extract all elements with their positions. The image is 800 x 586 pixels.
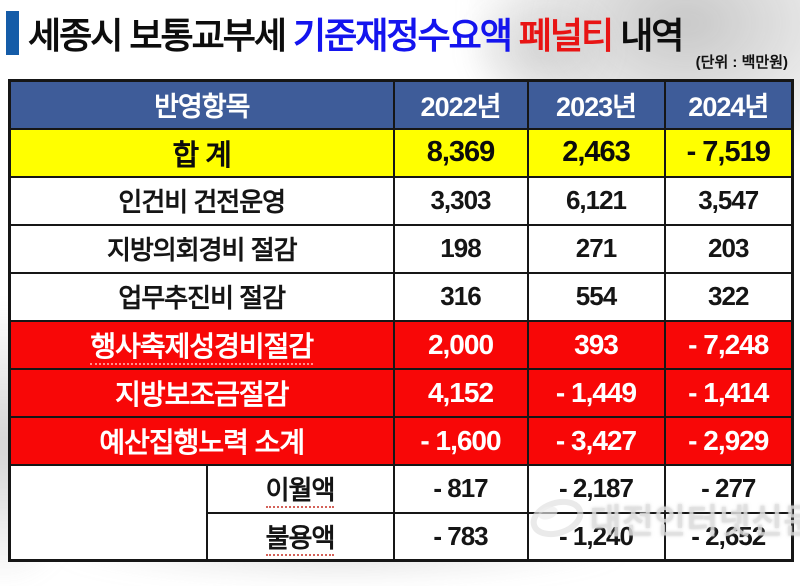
cell-value: 3,303 bbox=[392, 175, 529, 226]
table-row-sub: 불용액 - 783 - 1,240 - 2,652 bbox=[10, 511, 794, 562]
cell-value: 6,121 bbox=[526, 175, 666, 226]
row-label: 행사축제성경비절감 bbox=[8, 319, 395, 370]
table-row-total: 합 계 8,369 2,463 - 7,519 bbox=[8, 127, 794, 178]
cell-value: 554 bbox=[526, 271, 666, 322]
row-label: 지방보조금절감 bbox=[8, 367, 395, 418]
table-header-row: 반영항목 2022년 2023년 2024년 bbox=[8, 79, 794, 130]
empty-spanner-cell bbox=[8, 463, 208, 562]
penalty-table: 반영항목 2022년 2023년 2024년 합 계 8,369 2,463 -… bbox=[8, 79, 794, 562]
cell-value: 8,369 bbox=[392, 127, 529, 178]
cell-value: 271 bbox=[526, 223, 666, 274]
cell-value: - 7,519 bbox=[663, 127, 794, 178]
row-label: 합 계 bbox=[8, 127, 395, 178]
title-accent-bar bbox=[6, 11, 19, 55]
table-row-penalty: 행사축제성경비절감 2,000 393 - 7,248 bbox=[8, 319, 794, 370]
cell-value: 316 bbox=[392, 271, 529, 322]
cell-value: 2,463 bbox=[526, 127, 666, 178]
cell-value: - 2,652 bbox=[663, 511, 794, 562]
cell-value: - 783 bbox=[392, 511, 529, 562]
unit-label: (단위 : 백만원) bbox=[695, 54, 788, 71]
cell-value: - 1,600 bbox=[392, 415, 529, 466]
table-row-penalty: 예산집행노력 소계 - 1,600 - 3,427 - 2,929 bbox=[8, 415, 794, 466]
row-label-text: 행사축제성경비절감 bbox=[90, 330, 314, 365]
cell-value: 3,547 bbox=[663, 175, 794, 226]
cell-value: 203 bbox=[663, 223, 794, 274]
title-segment-black: 세종시 보통교부세 bbox=[28, 15, 293, 56]
table-row-penalty: 지방보조금절감 4,152 - 1,449 - 1,414 bbox=[8, 367, 794, 418]
header-2024: 2024년 bbox=[663, 79, 794, 130]
header-item-column: 반영항목 bbox=[8, 79, 395, 130]
table-row: 지방의회경비 절감 198 271 203 bbox=[8, 223, 794, 274]
header-2023: 2023년 bbox=[526, 79, 666, 130]
table-row-sub: 이월액 - 817 - 2,187 - 277 bbox=[8, 463, 794, 562]
cell-value: - 1,449 bbox=[526, 367, 666, 418]
cell-value: - 817 bbox=[392, 463, 529, 514]
cell-value: - 277 bbox=[663, 463, 794, 514]
title-segment-red: 페널티 bbox=[510, 15, 614, 56]
cell-value: - 2,187 bbox=[526, 463, 666, 514]
row-label: 이월액 bbox=[205, 463, 395, 514]
row-label: 업무추진비 절감 bbox=[8, 271, 395, 322]
cell-value: 4,152 bbox=[392, 367, 529, 418]
row-label: 지방의회경비 절감 bbox=[8, 223, 395, 274]
cell-value: - 7,248 bbox=[663, 319, 794, 370]
page-title: 세종시 보통교부세 기준재정수요액 페널티 내역 bbox=[28, 7, 684, 59]
row-label-text: 불용액 bbox=[265, 522, 335, 556]
title-segment-black-2: 내역 bbox=[612, 15, 684, 56]
row-label: 예산집행노력 소계 bbox=[8, 415, 395, 466]
cell-value: - 2,929 bbox=[663, 415, 794, 466]
cell-value: 322 bbox=[663, 271, 794, 322]
cell-value: - 1,240 bbox=[526, 511, 666, 562]
title-bar: 세종시 보통교부세 기준재정수요액 페널티 내역 bbox=[6, 7, 794, 59]
header-2022: 2022년 bbox=[392, 79, 529, 130]
title-segment-blue: 기준재정수요액 bbox=[292, 15, 513, 56]
row-label: 불용액 bbox=[205, 511, 395, 562]
row-label: 인건비 건전운영 bbox=[8, 175, 395, 226]
cell-value: - 3,427 bbox=[526, 415, 666, 466]
row-label-text: 이월액 bbox=[265, 475, 335, 508]
cell-value: 393 bbox=[526, 319, 666, 370]
cell-value: - 1,414 bbox=[663, 367, 794, 418]
cell-value: 2,000 bbox=[392, 319, 529, 370]
cell-value: 198 bbox=[392, 223, 529, 274]
table-row: 인건비 건전운영 3,303 6,121 3,547 bbox=[8, 175, 794, 226]
table-row: 업무추진비 절감 316 554 322 bbox=[8, 271, 794, 322]
